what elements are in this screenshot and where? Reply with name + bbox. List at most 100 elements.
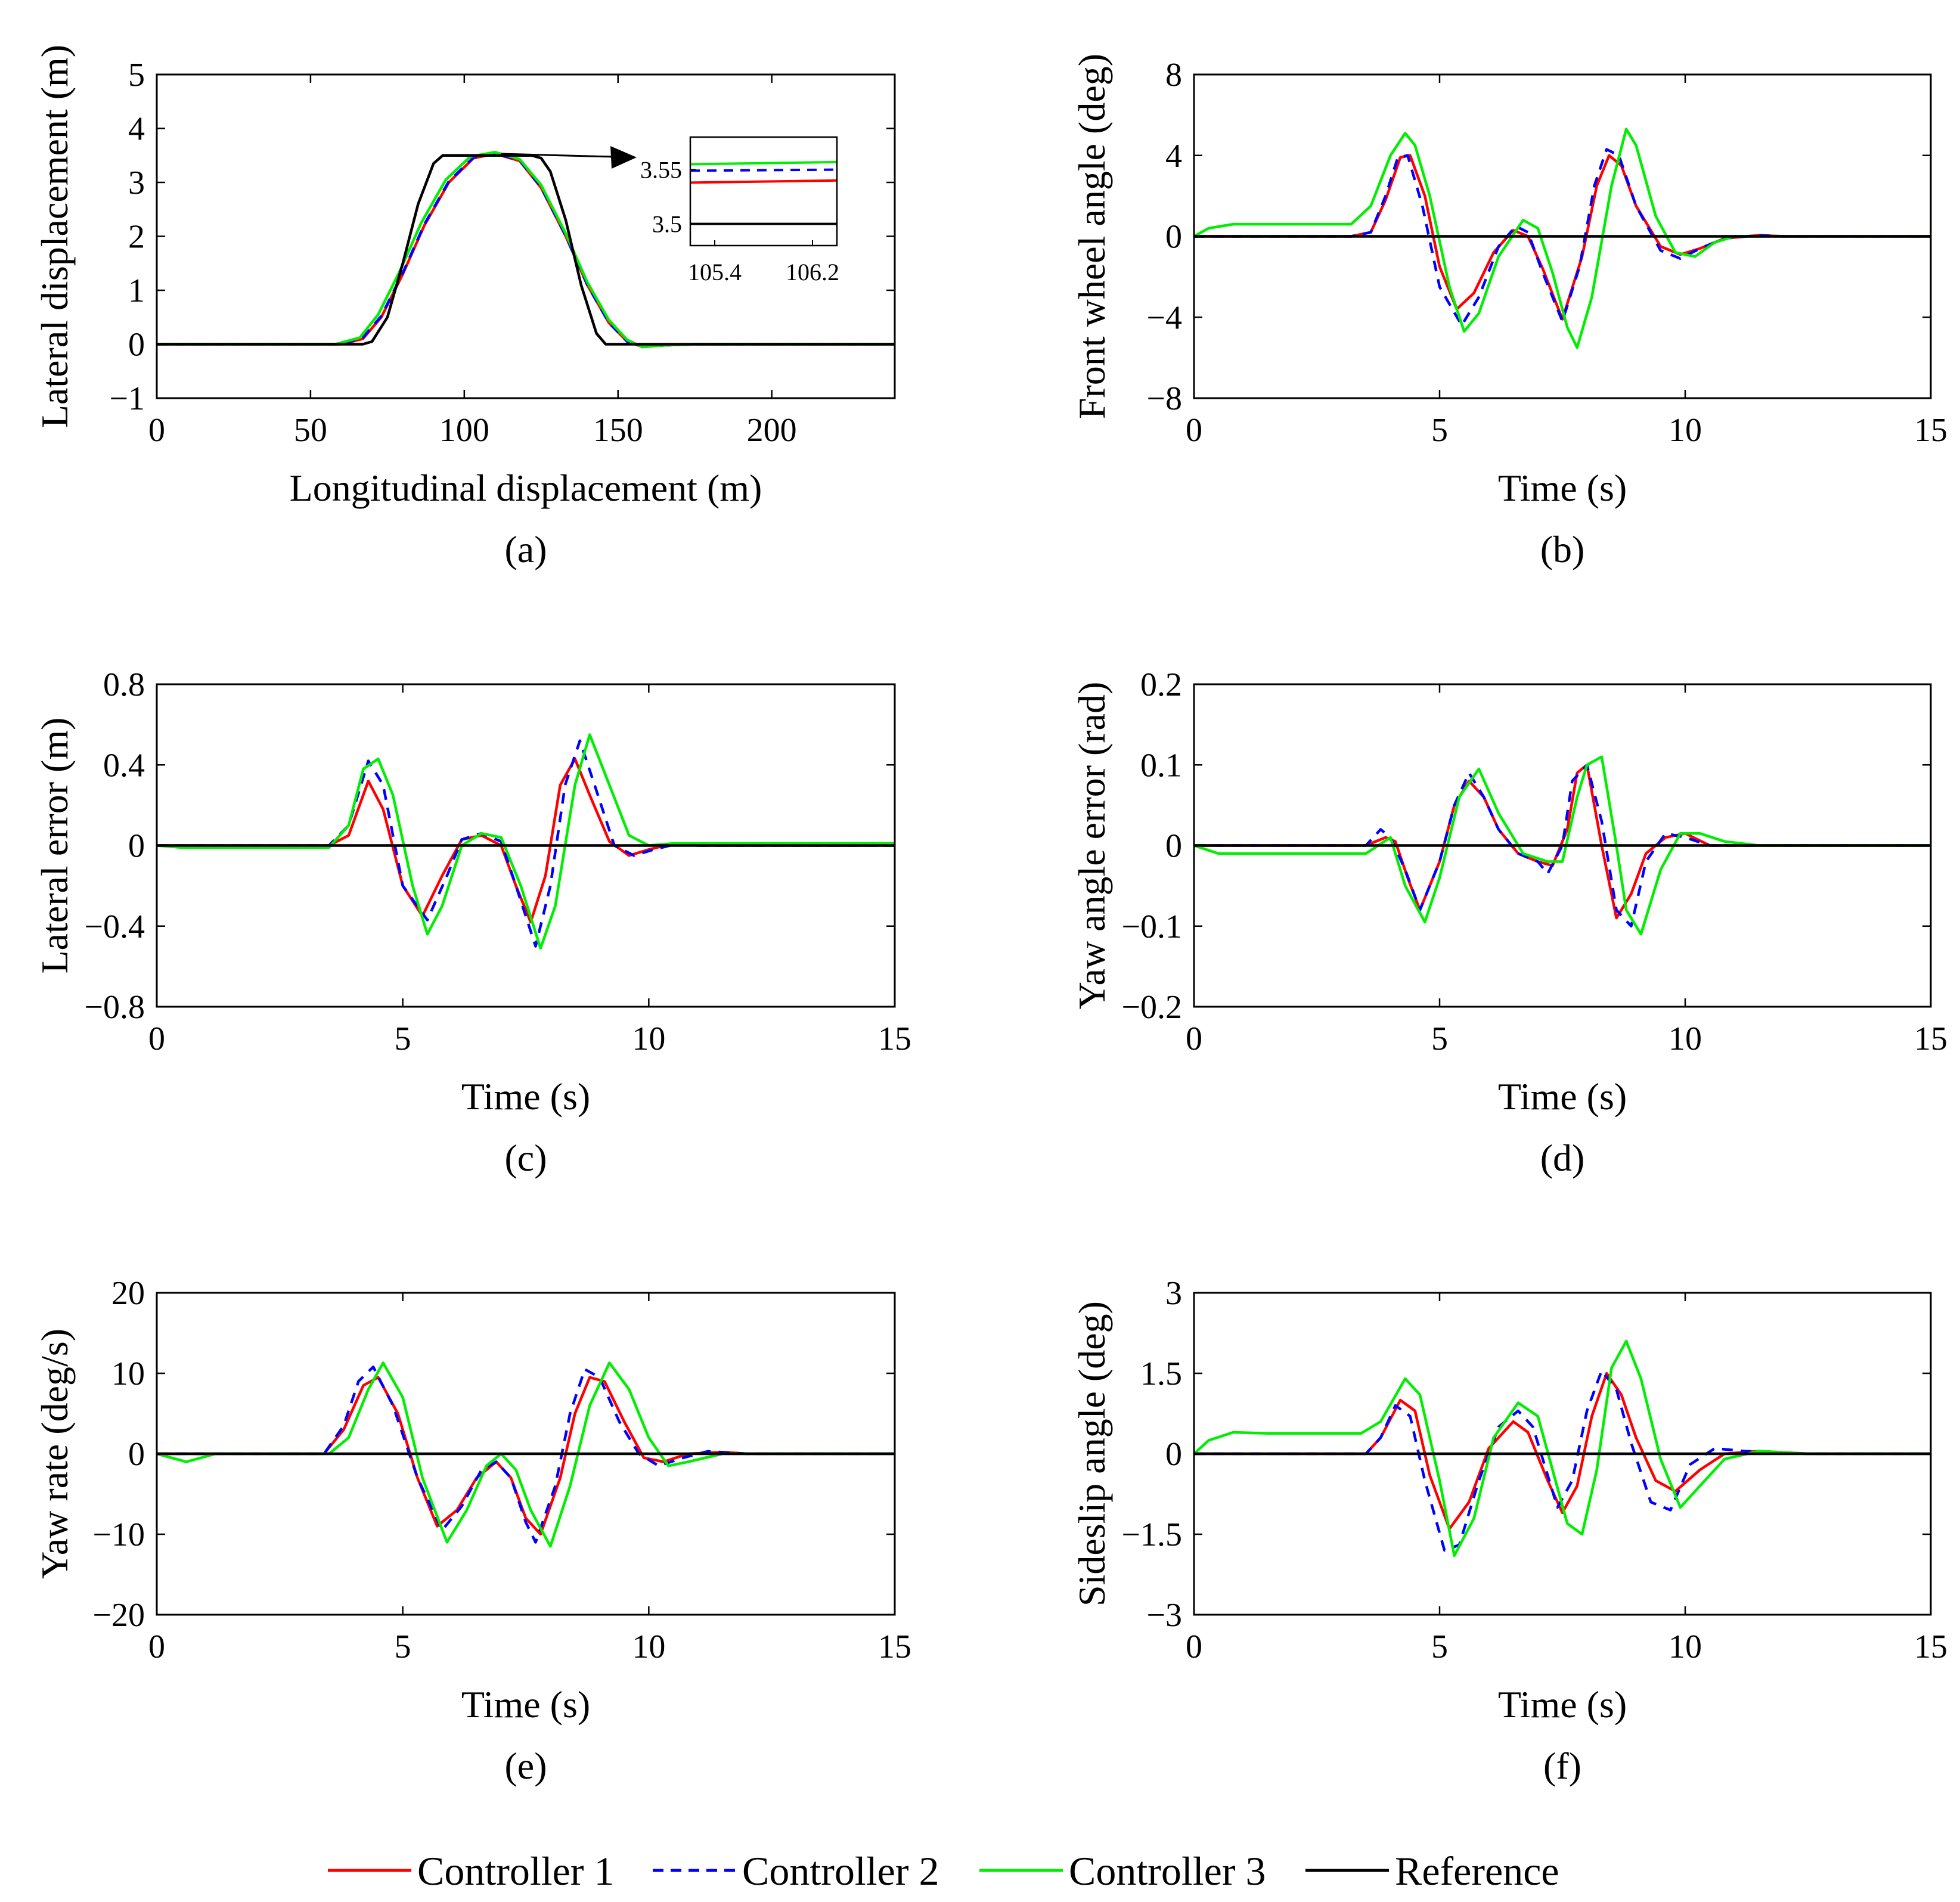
x-tick-label: 10 <box>1669 1628 1702 1665</box>
y-tick-label: 0 <box>128 828 145 865</box>
series-line-controller-1 <box>1194 764 1931 920</box>
series-line-controller-2 <box>1194 764 1931 928</box>
chart-panel-b: 0 5 10 15 −8 −4 0 4 8 Time (s) Front wheel angle (… <box>1071 54 1947 570</box>
legend-item: Controller 2 <box>653 1848 939 1894</box>
x-tick-label: 5 <box>395 1020 411 1057</box>
y-tick-label: 20 <box>111 1275 145 1312</box>
series-line-controller-1 <box>1194 1372 1931 1531</box>
y-tick-label: −1.5 <box>1121 1516 1182 1553</box>
y-tick-label: −0.2 <box>1121 989 1182 1026</box>
y-tick-label: −8 <box>1146 380 1182 417</box>
y-tick-label: 5 <box>128 57 145 94</box>
y-tick-label: 2 <box>128 219 145 256</box>
x-axis-label: Time (s) <box>1498 1683 1627 1726</box>
x-tick-label: 0 <box>148 1020 165 1057</box>
series-line-controller-1 <box>157 757 895 924</box>
inset-y-tick-label: 3.5 <box>652 211 682 238</box>
y-tick-label: 10 <box>111 1355 145 1392</box>
series-line-controller-3 <box>157 151 895 349</box>
y-tick-label: 0.4 <box>103 747 145 784</box>
x-tick-label: 0 <box>1186 1628 1202 1665</box>
y-tick-label: 0.8 <box>103 666 145 703</box>
series-line-controller-2 <box>157 739 895 948</box>
y-tick-label: −0.1 <box>1121 908 1182 945</box>
series-line-controller-3 <box>1194 1339 1931 1557</box>
x-tick-label: 15 <box>1914 412 1947 449</box>
x-tick-label: 10 <box>1669 412 1702 449</box>
panel-caption: (c) <box>504 1137 547 1179</box>
chart-panel-e: 0 5 10 15 −20 −10 0 10 20 Time (s) Yaw rate (deg/s… <box>33 1275 911 1787</box>
y-tick-label: 0 <box>128 327 145 364</box>
y-tick-label: 4 <box>128 111 145 148</box>
x-tick-label: 10 <box>1669 1020 1702 1057</box>
chart-panel-d: 0 5 10 15 −0.2 −0.1 0 0.1 0.2 Time (s) Yaw angle e… <box>1071 666 1947 1179</box>
inset-y-tick-label: 3.55 <box>640 157 682 184</box>
series-line-controller-2 <box>157 1365 895 1544</box>
inset-series-line-controller-3 <box>690 160 838 166</box>
y-tick-label: −1 <box>109 380 145 417</box>
x-axis-label: Time (s) <box>461 1075 590 1118</box>
y-tick-label: 0 <box>1165 1436 1182 1473</box>
y-tick-label: 4 <box>1165 138 1182 175</box>
y-axis-label: Sideslip angle (deg) <box>1071 1301 1113 1606</box>
inset-x-tick-label: 106.2 <box>786 259 839 286</box>
y-tick-label: −0.8 <box>84 989 145 1026</box>
panel-caption: (f) <box>1543 1745 1581 1787</box>
x-tick-label: 5 <box>395 1628 411 1665</box>
series-group <box>157 733 895 950</box>
chart-panel-c: 0 5 10 15 −0.8 −0.4 0 0.4 0.8 Time (s) Lateral err… <box>33 666 911 1179</box>
series-line-controller-2 <box>1194 148 1931 327</box>
y-tick-label: −20 <box>92 1597 145 1634</box>
x-tick-label: 200 <box>747 412 797 449</box>
x-tick-label: 5 <box>1431 1628 1448 1665</box>
series-group <box>1194 128 1931 349</box>
panel-caption: (b) <box>1540 528 1585 570</box>
x-tick-label: 5 <box>1431 412 1448 449</box>
series-line-controller-3 <box>157 1361 895 1548</box>
x-tick-label: 10 <box>632 1628 665 1665</box>
legend-label: Reference <box>1395 1848 1559 1894</box>
y-axis-label: Yaw rate (deg/s) <box>33 1329 76 1579</box>
legend-item: Controller 3 <box>979 1848 1266 1894</box>
legend-item: Reference <box>1305 1848 1559 1894</box>
y-tick-label: 3 <box>1165 1275 1182 1312</box>
legend-label: Controller 2 <box>742 1848 939 1894</box>
x-axis-label: Time (s) <box>461 1683 590 1726</box>
series-line-controller-3 <box>157 733 895 950</box>
legend-item: Controller 1 <box>328 1848 615 1894</box>
x-axis-label: Time (s) <box>1498 1075 1627 1118</box>
x-tick-label: 150 <box>593 412 643 449</box>
inset-x-tick-label: 105.4 <box>688 259 742 286</box>
series-group <box>1194 1339 1931 1557</box>
inset-series-line-controller-1 <box>690 179 838 184</box>
y-tick-label: 0 <box>1165 219 1182 256</box>
series-line-controller-2 <box>1194 1369 1931 1552</box>
legend-label: Controller 3 <box>1069 1848 1266 1894</box>
y-tick-label: −0.4 <box>84 908 145 945</box>
zoom-arrow-head-icon <box>610 146 637 169</box>
series-line-controller-3 <box>1194 128 1931 349</box>
zoom-arrow-line <box>501 153 613 158</box>
y-axis-label: Front wheel angle (deg) <box>1071 54 1113 419</box>
x-axis-label: Longitudinal displacement (m) <box>290 467 762 509</box>
x-tick-label: 5 <box>1431 1020 1448 1057</box>
series-group <box>1194 755 1931 936</box>
y-axis-label: Lateral displacement (m) <box>33 45 76 428</box>
series-group <box>157 151 895 349</box>
panel-caption: (a) <box>504 528 547 570</box>
x-tick-label: 50 <box>294 412 327 449</box>
y-tick-label: 3 <box>128 165 145 201</box>
x-tick-label: 0 <box>148 412 165 449</box>
x-tick-label: 10 <box>632 1020 665 1057</box>
chart-panel-f: 0 5 10 15 −3 −1.5 0 1.5 3 Time (s) Sideslip angle … <box>1071 1275 1947 1787</box>
y-tick-label: 1.5 <box>1140 1355 1182 1392</box>
y-tick-label: 0 <box>1165 828 1182 865</box>
inset-series-line-controller-2 <box>690 168 838 172</box>
panel-caption: (d) <box>1540 1137 1585 1179</box>
zoom-inset: 105.4 106.2 3.5 3.55 <box>501 136 839 286</box>
y-tick-label: 1 <box>128 272 145 309</box>
y-tick-label: 0.2 <box>1140 666 1182 703</box>
